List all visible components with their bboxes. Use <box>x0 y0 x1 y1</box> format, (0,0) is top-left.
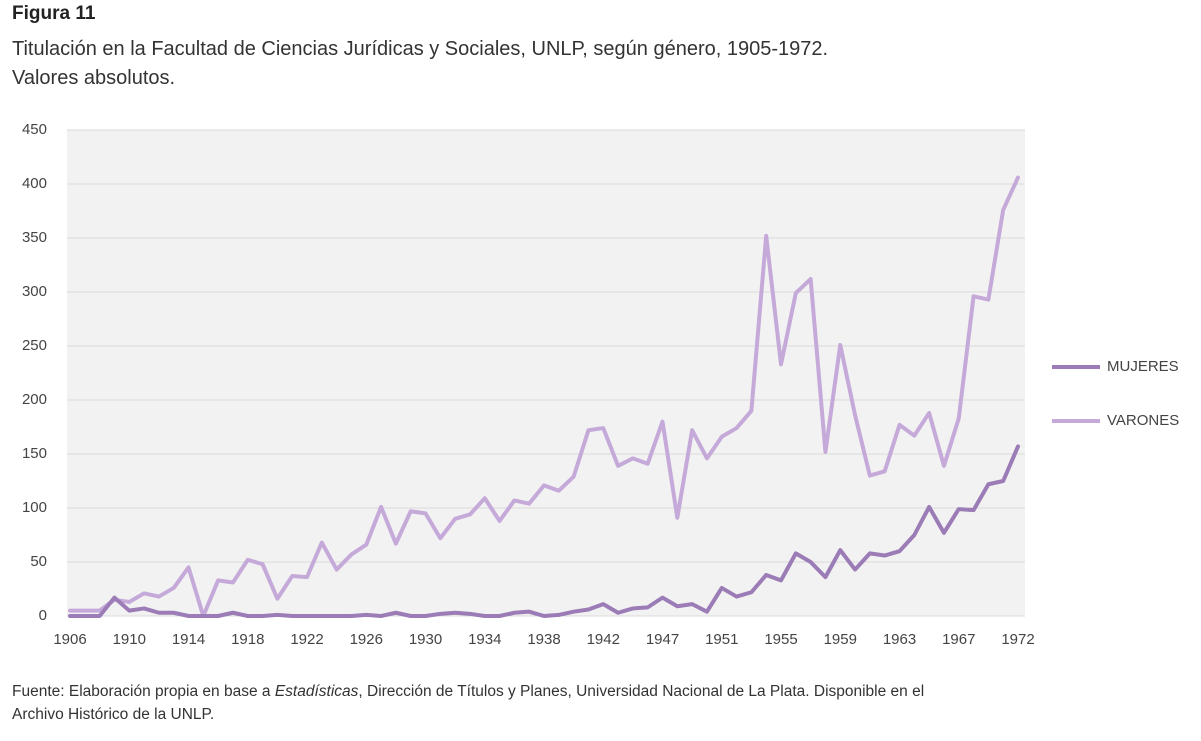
x-tick-label: 1955 <box>764 631 797 648</box>
x-tick-label: 1906 <box>53 631 86 648</box>
subtitle-line: Titulación en la Facultad de Ciencias Ju… <box>12 38 829 60</box>
legend-label: MUJERES <box>1107 358 1179 375</box>
y-tick-label: 300 <box>22 283 47 300</box>
x-tick-label: 1951 <box>705 631 738 648</box>
series-line <box>68 175 1020 618</box>
x-tick-label: 1918 <box>231 631 264 648</box>
source-text: Fuente: Elaboración propia en base a <box>12 683 275 700</box>
x-tick-label: 1959 <box>824 631 857 648</box>
x-tick-label: 1910 <box>113 631 146 648</box>
y-tick-label: 350 <box>22 229 47 246</box>
x-tick-label: 1938 <box>527 631 560 648</box>
x-tick-label: 1942 <box>587 631 620 648</box>
source-line: Archivo Histórico de la UNLP. <box>12 706 215 723</box>
x-tick-label: 1914 <box>172 631 205 648</box>
source-text: , Dirección de Títulos y Planes, Univers… <box>358 683 925 700</box>
source-note: Fuente: Elaboración propia en base a Est… <box>12 680 924 726</box>
legend-label: VARONES <box>1107 412 1179 429</box>
y-tick-label: 0 <box>39 607 47 624</box>
y-tick-label: 450 <box>22 121 47 138</box>
x-tick-label: 1934 <box>468 631 501 648</box>
series-line <box>68 444 1020 618</box>
x-tick-label: 1947 <box>646 631 679 648</box>
y-tick-label: 100 <box>22 499 47 516</box>
x-tick-label: 1930 <box>409 631 442 648</box>
x-tick-label: 1963 <box>883 631 916 648</box>
subtitle-line: Valores absolutos. <box>12 67 176 89</box>
chart-title: Figura 11 <box>12 3 96 24</box>
plot-area <box>67 130 1025 616</box>
y-tick-label: 250 <box>22 337 47 354</box>
y-tick-label: 200 <box>22 391 47 408</box>
y-tick-label: 400 <box>22 175 47 192</box>
y-tick-label: 150 <box>22 445 47 462</box>
subtitle: Titulación en la Facultad de Ciencias Ju… <box>12 35 828 93</box>
x-tick-label: 1972 <box>1001 631 1034 648</box>
x-tick-label: 1922 <box>290 631 323 648</box>
source-italic: Estadísticas <box>274 683 359 700</box>
y-tick-label: 50 <box>30 553 47 570</box>
x-tick-label: 1926 <box>350 631 383 648</box>
source-line: Fuente: Elaboración propia en base a Est… <box>12 680 924 703</box>
x-tick-label: 1967 <box>942 631 975 648</box>
